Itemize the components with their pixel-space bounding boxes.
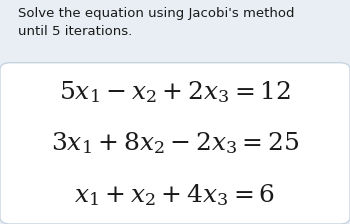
FancyBboxPatch shape bbox=[0, 0, 350, 63]
Text: $3x_1 + 8x_2 - 2x_3 = 25$: $3x_1 + 8x_2 - 2x_3 = 25$ bbox=[51, 130, 299, 156]
Text: $5x_1 - x_2 + 2x_3 = 12$: $5x_1 - x_2 + 2x_3 = 12$ bbox=[59, 79, 291, 105]
Text: $x_1 + x_2 + 4x_3 = 6$: $x_1 + x_2 + 4x_3 = 6$ bbox=[75, 182, 275, 208]
Text: Solve the equation using Jacobi's method
until 5 iterations.: Solve the equation using Jacobi's method… bbox=[18, 7, 294, 38]
FancyBboxPatch shape bbox=[0, 63, 350, 224]
